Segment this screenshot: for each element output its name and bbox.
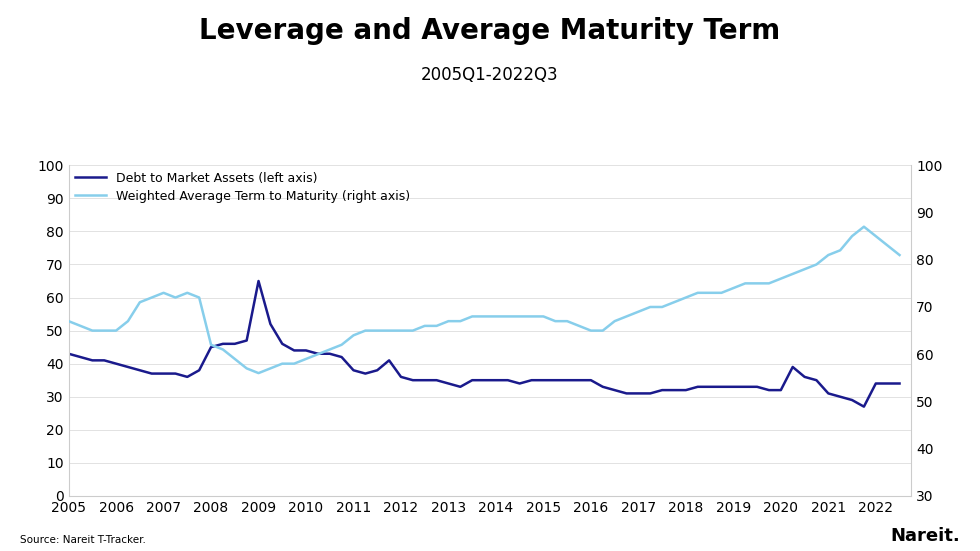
Weighted Average Term to Maturity (right axis): [181, 289, 193, 296]
Weighted Average Term to Maturity (right axis): [870, 233, 882, 240]
Debt to Market Assets (left axis): [822, 390, 834, 397]
Legend: Debt to Market Assets (left axis), Weighted Average Term to Maturity (right axis: Debt to Market Assets (left axis), Weigh…: [74, 171, 411, 203]
Text: Source: Nareit T-Tracker.: Source: Nareit T-Tracker.: [20, 536, 145, 545]
Weighted Average Term to Maturity (right axis): [822, 252, 834, 258]
Line: Debt to Market Assets (left axis): Debt to Market Assets (left axis): [69, 281, 900, 407]
Weighted Average Term to Maturity (right axis): [478, 313, 490, 320]
Debt to Market Assets (left axis): [478, 377, 490, 383]
Text: Nareit.: Nareit.: [891, 527, 960, 545]
Weighted Average Term to Maturity (right axis): [858, 223, 870, 230]
Weighted Average Term to Maturity (right axis): [894, 252, 906, 258]
Debt to Market Assets (left axis): [181, 374, 193, 380]
Debt to Market Assets (left axis): [894, 380, 906, 387]
Text: 2005Q1-2022Q3: 2005Q1-2022Q3: [421, 66, 559, 84]
Weighted Average Term to Maturity (right axis): [253, 370, 265, 376]
Text: Leverage and Average Maturity Term: Leverage and Average Maturity Term: [199, 17, 781, 45]
Debt to Market Assets (left axis): [86, 357, 98, 364]
Weighted Average Term to Maturity (right axis): [86, 327, 98, 334]
Debt to Market Assets (left axis): [253, 278, 265, 284]
Debt to Market Assets (left axis): [573, 377, 585, 383]
Weighted Average Term to Maturity (right axis): [63, 318, 74, 325]
Debt to Market Assets (left axis): [63, 350, 74, 357]
Line: Weighted Average Term to Maturity (right axis): Weighted Average Term to Maturity (right…: [69, 226, 900, 373]
Debt to Market Assets (left axis): [858, 403, 870, 410]
Debt to Market Assets (left axis): [870, 380, 882, 387]
Weighted Average Term to Maturity (right axis): [573, 322, 585, 329]
